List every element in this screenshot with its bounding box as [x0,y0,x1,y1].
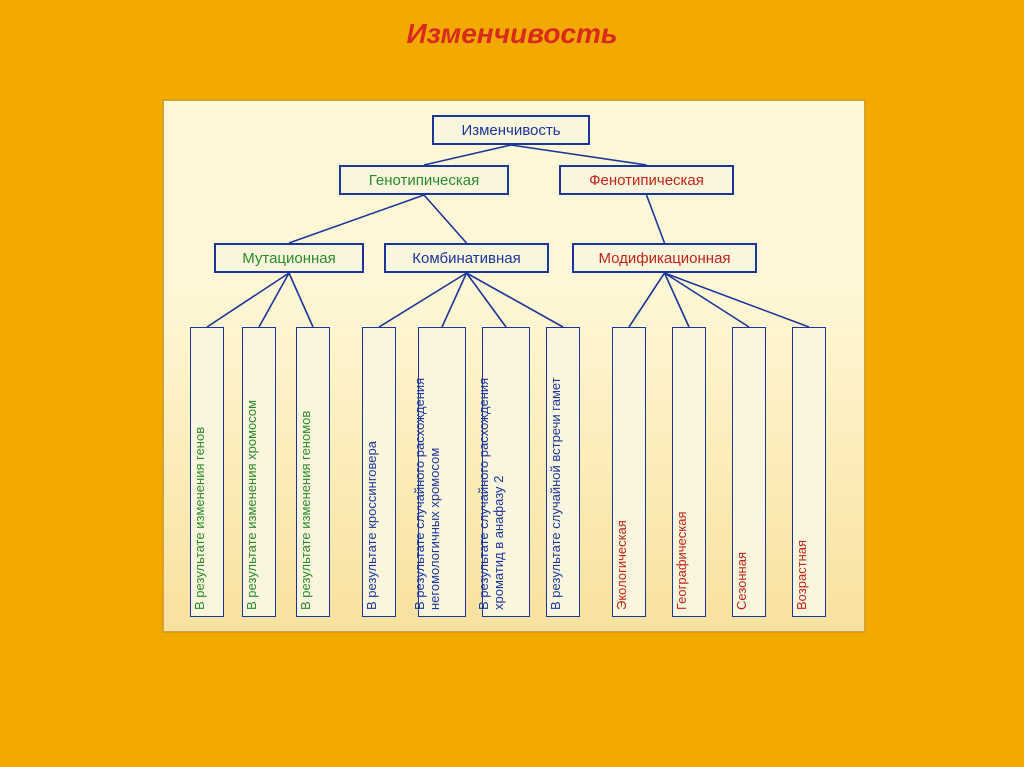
leaf-label: Экологическая [614,520,629,610]
leaf-l4: В результате случайного расхождениянегом… [418,327,466,617]
leaf-label: Географическая [674,511,689,610]
leaf-label: Возрастная [794,540,809,610]
node-geno: Генотипическая [339,165,509,195]
node-comb: Комбинативная [384,243,549,273]
node-mut: Мутационная [214,243,364,273]
leaf-l3: В результате кроссинговера [362,327,396,617]
leaf-label: В результате изменения геномов [298,411,313,610]
leaf-l2: В результате изменения геномов [296,327,330,617]
node-pheno: Фенотипическая [559,165,734,195]
leaf-label: В результате случайного расхождениянегом… [412,378,442,610]
leaf-l6: В результате случайной встречи гамет [546,327,580,617]
leaf-label: В результате случайной встречи гамет [548,377,563,610]
leaf-l7: Экологическая [612,327,646,617]
leaf-label: В результате кроссинговера [364,441,379,610]
leaf-l5: В результате случайного расхожденияхрома… [482,327,530,617]
leaf-label: В результате изменения генов [192,427,207,610]
tree-diagram: Изменчивость Генотипическая Фенотипическая… [163,100,865,632]
leaf-l8: Географическая [672,327,706,617]
leaf-l1: В результате изменения хромосом [242,327,276,617]
leaf-l9: Сезонная [732,327,766,617]
leaf-l0: В результате изменения генов [190,327,224,617]
page-title: Изменчивость [0,0,1024,50]
leaf-l10: Возрастная [792,327,826,617]
leaf-label: Сезонная [734,552,749,610]
node-root: Изменчивость [432,115,590,145]
leaf-label: В результате случайного расхожденияхрома… [476,378,506,610]
node-mod: Модификационная [572,243,757,273]
leaf-label: В результате изменения хромосом [244,400,259,610]
